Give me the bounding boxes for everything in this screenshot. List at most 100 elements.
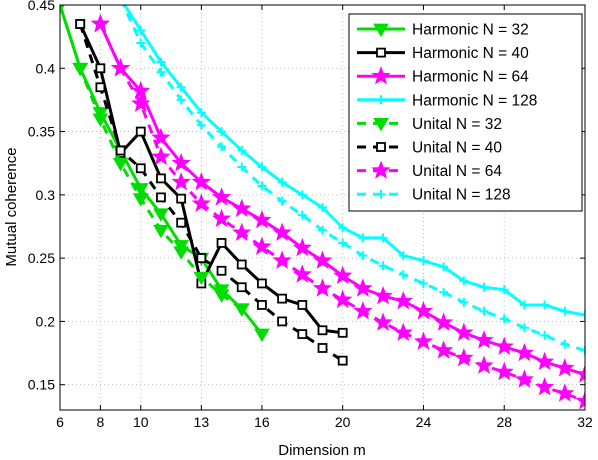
data-point	[252, 236, 272, 255]
x-tick-label: 6	[56, 414, 64, 430]
data-point	[292, 237, 312, 257]
data-point	[393, 322, 413, 342]
data-point	[454, 347, 474, 367]
data-point	[312, 278, 333, 297]
data-point	[555, 358, 575, 377]
data-point	[378, 261, 388, 271]
data-point	[156, 173, 166, 184]
data-point	[277, 177, 287, 187]
data-point	[277, 316, 288, 327]
data-point	[171, 153, 191, 172]
y-axis-label: Mutual coherence	[3, 147, 20, 266]
axis-ticks: 6 8 10 13 16 20 24 28 32 0.15 0.2 0.25 0.3 0.35 0.4 0.4…	[28, 0, 593, 430]
data-point	[211, 187, 232, 206]
data-point	[358, 251, 368, 261]
data-point	[216, 265, 227, 276]
legend-marker	[373, 118, 389, 132]
data-point	[272, 250, 292, 269]
x-axis-label: Dimension m	[278, 442, 366, 459]
x-tick-label: 32	[577, 414, 593, 430]
data-point	[156, 57, 166, 67]
data-point	[540, 300, 550, 310]
series-6	[90, 13, 585, 410]
legend-marker	[371, 160, 391, 179]
x-tick-label: 28	[496, 414, 512, 430]
x-tick-label: 10	[133, 414, 149, 430]
data-point	[217, 142, 227, 152]
legend-label: Unital N = 32	[412, 116, 502, 133]
data-point	[136, 38, 146, 48]
data-point	[439, 262, 449, 272]
data-point	[191, 193, 211, 212]
data-point	[60, 5, 65, 13]
data-point	[560, 339, 570, 349]
data-point	[116, 0, 125, 3]
legend-box	[348, 13, 583, 212]
data-point	[434, 312, 454, 331]
series-layer	[60, 0, 585, 410]
data-point	[413, 301, 434, 320]
data-point	[213, 289, 230, 303]
data-point	[112, 157, 129, 172]
data-point	[514, 369, 535, 388]
y-tick-label: 0.45	[28, 0, 55, 13]
data-point	[236, 282, 247, 293]
data-point	[312, 250, 333, 269]
data-point	[398, 251, 408, 261]
data-point	[193, 271, 210, 286]
series-2	[90, 13, 585, 383]
data-point	[575, 390, 585, 410]
data-point	[393, 291, 413, 310]
series-line	[121, 5, 585, 352]
data-point	[156, 67, 166, 77]
data-point	[272, 222, 292, 242]
data-point	[353, 278, 373, 297]
data-point	[131, 93, 151, 112]
x-tick-label: 20	[335, 414, 351, 430]
data-point	[173, 246, 190, 260]
data-point	[297, 300, 308, 310]
legend: Harmonic N = 32 Harmonic N = 40 Harmonic N…	[348, 13, 583, 212]
data-point	[333, 265, 353, 285]
data-point	[317, 343, 328, 353]
data-point	[135, 126, 146, 137]
data-point	[151, 127, 171, 147]
data-point	[333, 289, 353, 309]
series-4	[60, 5, 250, 317]
data-point	[474, 355, 494, 374]
data-point	[196, 120, 206, 130]
data-point	[297, 329, 308, 339]
legend-label: Harmonic N = 64	[412, 69, 529, 86]
data-point	[132, 193, 149, 207]
data-point	[95, 63, 106, 74]
data-point	[297, 190, 307, 200]
y-tick-label: 0.4	[36, 60, 56, 76]
data-point	[176, 193, 187, 204]
data-point	[413, 331, 434, 350]
data-point	[237, 146, 247, 156]
data-point	[337, 355, 348, 366]
y-tick-label: 0.3	[36, 187, 56, 203]
data-point	[277, 196, 287, 206]
data-point	[196, 108, 206, 118]
data-point	[318, 203, 327, 212]
data-point	[499, 285, 509, 295]
data-point	[135, 163, 146, 174]
x-tick-label: 8	[96, 414, 104, 430]
data-point	[580, 310, 585, 320]
data-point	[277, 293, 288, 304]
data-point	[454, 322, 474, 342]
data-point	[338, 223, 348, 233]
data-point	[237, 162, 247, 172]
data-point	[534, 377, 555, 396]
data-point	[257, 181, 267, 191]
data-point	[151, 146, 171, 166]
data-point	[373, 285, 393, 305]
data-point	[560, 306, 570, 316]
data-point	[474, 330, 494, 349]
data-point	[580, 346, 585, 356]
x-tick-label: 24	[416, 414, 432, 430]
data-point	[494, 336, 514, 355]
data-point	[479, 282, 489, 292]
y-tick-label: 0.15	[28, 377, 55, 393]
